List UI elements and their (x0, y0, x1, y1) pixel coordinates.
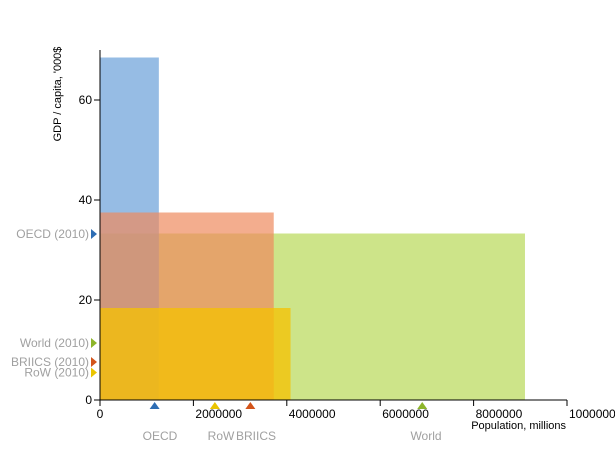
axes-layer: 0 20 40 60 0 2000000 4000000 6000000 8000000 1000… (79, 50, 615, 421)
y-marker-label: OECD (2010) (16, 227, 89, 241)
y-marker-triangle (91, 229, 97, 239)
y-axis-title: GDP / capita, '000$ (52, 47, 64, 142)
y-marker-label: World (2010) (20, 336, 89, 350)
bar-row (100, 308, 291, 400)
x-axis-title: Population, millions (471, 420, 566, 432)
x-marker-label: BRIICS (236, 429, 276, 443)
x-tick-label: 10000000 (569, 407, 615, 421)
y-marker-label: RoW (2010) (24, 366, 89, 380)
x-marker-label: OECD (143, 429, 178, 443)
y-tick-label: 40 (79, 193, 93, 207)
x-tick-label: 0 (97, 407, 104, 421)
x-marker-triangle (209, 402, 220, 409)
x-marker-label: RoW (208, 429, 235, 443)
x-tick-label: 4000000 (289, 407, 336, 421)
y-tick-label: 20 (79, 293, 93, 307)
y-marker-triangle (91, 338, 97, 348)
y-tick-label: 0 (85, 393, 92, 407)
x-marker-label: World (410, 429, 441, 443)
x-marker-triangle (149, 402, 160, 409)
y-marker-triangle (91, 357, 97, 367)
x-tick-label: 6000000 (382, 407, 429, 421)
x-marker-triangle (245, 402, 256, 409)
y-marker-triangle (91, 367, 97, 378)
x-marker-triangle (417, 402, 428, 409)
y-tick-label: 60 (79, 93, 93, 107)
x-tick-label: 2000000 (195, 407, 242, 421)
x-tick-label: 8000000 (476, 407, 523, 421)
markers-layer: OECD (2010) World (2010) BRIICS (2010)RoW … (11, 227, 442, 443)
bars-layer (100, 57, 525, 400)
y-marker-label: BRIICS (2010) (11, 355, 89, 369)
